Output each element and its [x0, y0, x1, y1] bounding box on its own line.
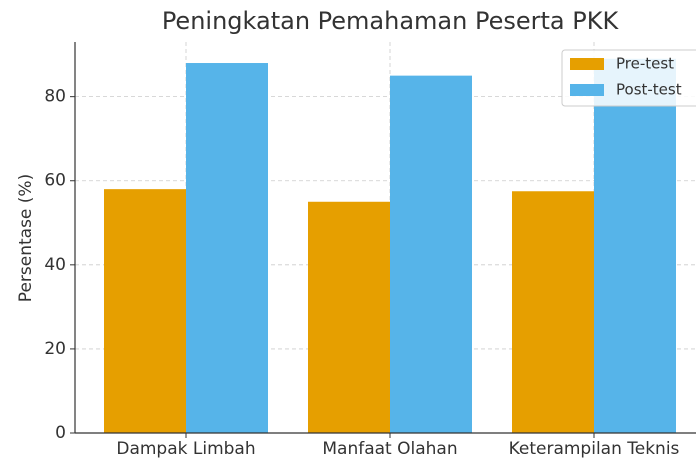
y-axis-label: Persentase (%)	[16, 174, 36, 302]
y-tick-label: 80	[44, 87, 66, 107]
y-tick-label: 0	[55, 423, 66, 443]
legend-swatch	[570, 84, 604, 96]
bar	[308, 201, 390, 433]
legend-label: Pre-test	[616, 55, 674, 73]
x-tick-label: Keterampilan Teknis	[509, 439, 680, 459]
bar	[104, 189, 186, 433]
x-tick-label: Manfaat Olahan	[322, 439, 457, 459]
legend-label: Post-test	[616, 81, 682, 99]
chart-title: Peningkatan Pemahaman Peserta PKK	[162, 7, 620, 35]
y-tick-label: 40	[44, 255, 66, 275]
bar	[594, 58, 676, 434]
y-tick-label: 20	[44, 339, 66, 359]
bar	[186, 63, 268, 433]
bar	[512, 191, 594, 433]
x-tick-label: Dampak Limbah	[116, 439, 255, 459]
y-tick-label: 60	[44, 171, 66, 191]
legend-swatch	[570, 58, 604, 70]
bar	[390, 75, 472, 434]
